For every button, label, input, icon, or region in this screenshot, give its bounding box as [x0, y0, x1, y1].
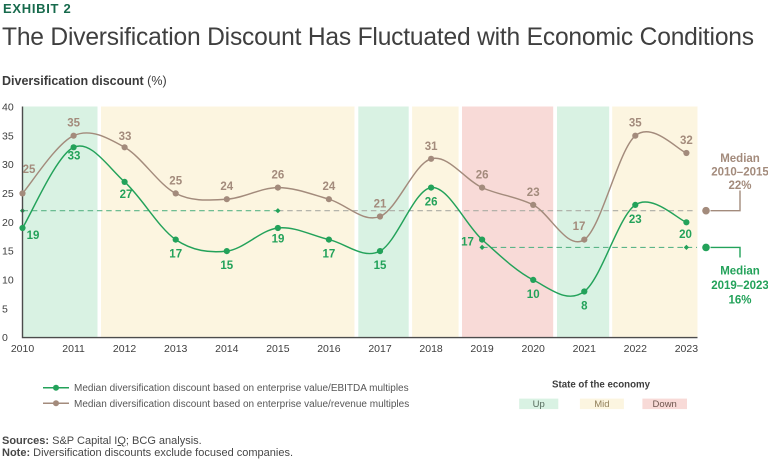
svg-text:17: 17	[461, 237, 474, 249]
svg-text:26: 26	[476, 170, 489, 182]
svg-text:23: 23	[629, 214, 642, 226]
svg-text:8: 8	[581, 301, 588, 313]
svg-text:17: 17	[169, 249, 182, 261]
svg-text:17: 17	[323, 249, 336, 261]
svg-text:2015: 2015	[266, 343, 290, 355]
svg-text:16%: 16%	[728, 295, 751, 307]
svg-text:25: 25	[2, 188, 14, 200]
svg-text:22%: 22%	[728, 180, 751, 192]
svg-text:2019: 2019	[470, 343, 494, 355]
svg-text:2012: 2012	[113, 343, 137, 355]
svg-text:19: 19	[272, 234, 285, 246]
svg-text:31: 31	[425, 141, 438, 153]
svg-text:2022: 2022	[624, 343, 648, 355]
svg-text:26: 26	[272, 170, 285, 182]
svg-text:33: 33	[68, 151, 81, 163]
svg-text:Down: Down	[653, 399, 677, 410]
svg-text:Median: Median	[720, 153, 760, 165]
svg-text:15: 15	[2, 246, 14, 258]
svg-text:5: 5	[2, 303, 8, 315]
svg-text:2016: 2016	[317, 343, 341, 355]
svg-text:2021: 2021	[573, 343, 597, 355]
svg-text:15: 15	[220, 260, 233, 272]
svg-text:30: 30	[2, 159, 14, 171]
svg-text:2010–2015: 2010–2015	[711, 167, 768, 179]
svg-text:20: 20	[2, 217, 14, 229]
svg-text:25: 25	[169, 175, 182, 187]
svg-text:35: 35	[2, 130, 14, 142]
svg-text:27: 27	[120, 189, 133, 201]
svg-text:40: 40	[2, 102, 14, 114]
svg-text:33: 33	[119, 131, 132, 143]
svg-text:Median: Median	[720, 266, 760, 278]
svg-text:24: 24	[220, 181, 233, 193]
svg-text:35: 35	[629, 118, 642, 130]
svg-text:25: 25	[23, 164, 36, 176]
svg-text:2019–2023: 2019–2023	[711, 280, 768, 292]
svg-text:20: 20	[679, 229, 692, 241]
svg-text:35: 35	[67, 118, 80, 130]
svg-text:24: 24	[323, 181, 336, 193]
svg-text:0: 0	[2, 332, 8, 344]
svg-text:2013: 2013	[164, 343, 188, 355]
svg-text:21: 21	[374, 199, 387, 211]
svg-text:26: 26	[425, 197, 438, 209]
svg-text:10: 10	[2, 275, 14, 287]
svg-text:Mid: Mid	[594, 399, 609, 410]
svg-text:23: 23	[527, 187, 540, 199]
svg-text:Median diversification discoun: Median diversification discount based on…	[74, 399, 409, 410]
svg-text:19: 19	[27, 230, 40, 242]
svg-text:2010: 2010	[11, 343, 35, 355]
svg-text:10: 10	[527, 289, 540, 301]
svg-text:Up: Up	[533, 399, 545, 410]
svg-text:2011: 2011	[62, 343, 85, 355]
svg-text:2023: 2023	[675, 343, 699, 355]
svg-text:17: 17	[573, 221, 586, 233]
svg-text:Median diversification discoun: Median diversification discount based on…	[74, 383, 409, 394]
svg-text:State of the economy: State of the economy	[552, 380, 651, 391]
svg-text:15: 15	[374, 260, 387, 272]
svg-text:2020: 2020	[522, 343, 546, 355]
svg-text:2017: 2017	[368, 343, 392, 355]
svg-text:2014: 2014	[215, 343, 239, 355]
svg-text:2018: 2018	[419, 343, 443, 355]
svg-text:32: 32	[680, 135, 693, 147]
